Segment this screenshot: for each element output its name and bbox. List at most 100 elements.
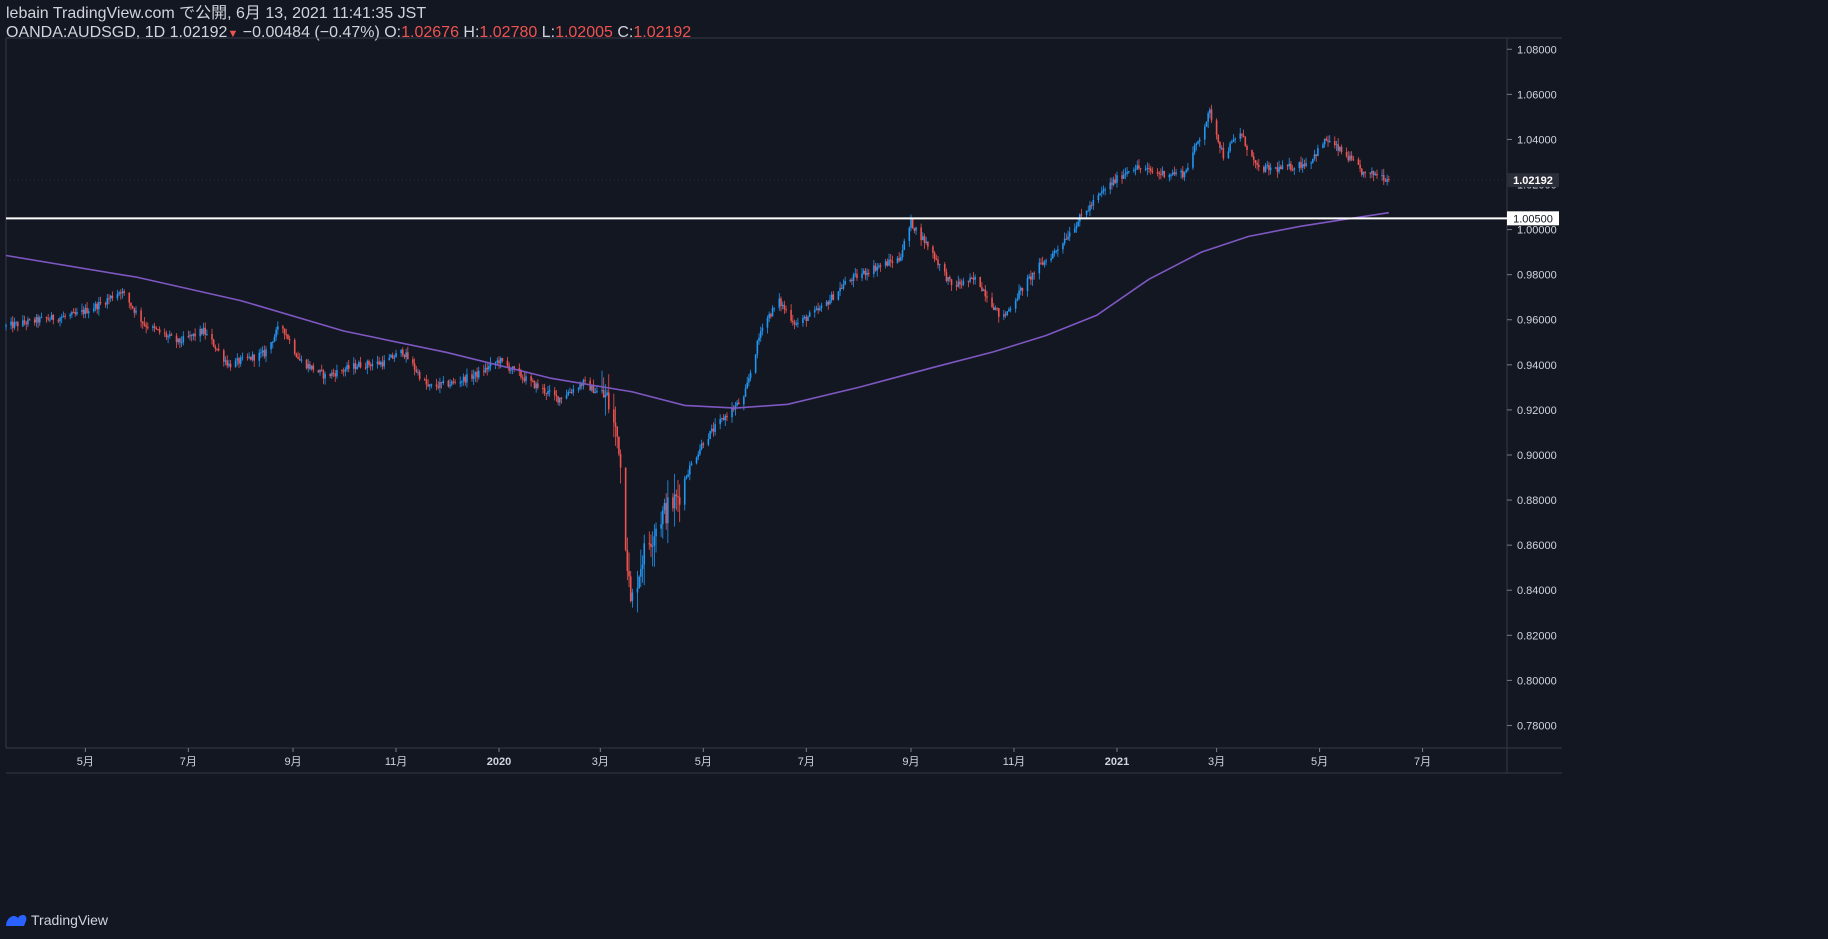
candle-up bbox=[839, 281, 841, 297]
price-tick-label: 0.98000 bbox=[1517, 270, 1557, 282]
candle-down bbox=[309, 360, 311, 371]
candle-body bbox=[1274, 167, 1277, 169]
candle-down bbox=[471, 369, 473, 382]
candle-body bbox=[1239, 133, 1242, 139]
candle-body bbox=[251, 354, 254, 360]
candle-body bbox=[141, 321, 144, 324]
candle-down bbox=[1337, 138, 1339, 156]
candle-down bbox=[104, 301, 107, 308]
candle-down bbox=[378, 356, 380, 366]
candle-down bbox=[498, 356, 500, 369]
candle-body bbox=[1185, 170, 1188, 173]
candle-up bbox=[152, 324, 154, 332]
candle-body bbox=[130, 302, 132, 307]
candle-down bbox=[886, 258, 889, 267]
candle-body bbox=[996, 307, 998, 309]
candle-up bbox=[815, 305, 818, 311]
candle-body bbox=[560, 397, 563, 399]
high-value: 1.02780 bbox=[479, 24, 538, 41]
candle-up bbox=[748, 373, 750, 387]
candle-down bbox=[250, 356, 252, 361]
candle-body bbox=[13, 322, 16, 328]
candle-down bbox=[981, 282, 983, 292]
candle-body bbox=[1323, 138, 1326, 145]
candle-body bbox=[376, 361, 379, 364]
candle-down bbox=[943, 262, 946, 276]
candle-body bbox=[1268, 164, 1270, 171]
time-tick-label: 7月 bbox=[798, 756, 815, 768]
candle-up bbox=[1239, 127, 1242, 142]
time-tick-label: 7月 bbox=[1414, 756, 1431, 768]
candle-down bbox=[531, 378, 534, 383]
candle-body bbox=[224, 360, 227, 362]
candle-up bbox=[808, 310, 811, 318]
candle-body bbox=[672, 497, 674, 509]
candle-body bbox=[1030, 276, 1032, 280]
candle-body bbox=[1146, 167, 1149, 169]
candle-body bbox=[391, 354, 394, 359]
candle-up bbox=[908, 226, 911, 247]
candle-body bbox=[1300, 162, 1302, 168]
candle-body bbox=[901, 250, 904, 258]
candle-up bbox=[689, 461, 691, 481]
candle-body bbox=[277, 326, 279, 330]
candle-down bbox=[483, 364, 485, 377]
candle-down bbox=[108, 294, 110, 305]
candle-down bbox=[991, 292, 993, 309]
candle-body bbox=[287, 334, 289, 340]
candle-down bbox=[613, 393, 615, 438]
candle-body bbox=[584, 379, 586, 381]
candle-body bbox=[260, 352, 262, 354]
candle-down bbox=[672, 493, 674, 512]
candle-down bbox=[401, 347, 404, 358]
candle-body bbox=[369, 364, 372, 367]
candle-body bbox=[683, 478, 686, 505]
candle-body bbox=[891, 261, 894, 263]
candle-body bbox=[749, 372, 752, 379]
candle-down bbox=[329, 373, 331, 379]
candle-body bbox=[510, 369, 512, 371]
candle-body bbox=[1337, 144, 1339, 151]
candle-down bbox=[1149, 165, 1152, 175]
candle-body bbox=[803, 316, 806, 318]
candle-up bbox=[265, 346, 267, 363]
candle-body bbox=[640, 568, 642, 577]
symbol-label[interactable]: OANDA:AUDSGD, 1D bbox=[6, 24, 166, 41]
candle-down bbox=[665, 493, 667, 530]
candle-body bbox=[496, 360, 499, 363]
candle-down bbox=[1090, 201, 1093, 210]
candle-body bbox=[624, 467, 627, 550]
candle-up bbox=[594, 387, 597, 394]
candle-down bbox=[47, 313, 50, 322]
candle-down bbox=[1357, 157, 1360, 165]
candle-down bbox=[1263, 165, 1265, 174]
candle-body bbox=[661, 510, 664, 525]
candle-up bbox=[1062, 242, 1064, 254]
candle-body bbox=[535, 383, 537, 389]
candle-down bbox=[805, 314, 808, 327]
candle-body bbox=[64, 315, 66, 317]
candle-body bbox=[413, 363, 416, 370]
candle-down bbox=[648, 531, 651, 550]
candle-body bbox=[236, 358, 239, 361]
candle-up bbox=[866, 268, 868, 281]
candle-body bbox=[265, 349, 267, 357]
candle-up bbox=[241, 352, 244, 361]
candle-body bbox=[707, 439, 710, 445]
candle-body bbox=[675, 494, 678, 497]
candle-body bbox=[758, 337, 760, 341]
candle-up bbox=[660, 511, 662, 537]
candle-down bbox=[1222, 142, 1225, 161]
price-tick-label: 1.00000 bbox=[1517, 225, 1557, 237]
candle-body bbox=[331, 372, 333, 376]
candle-down bbox=[557, 396, 559, 406]
candle-down bbox=[253, 353, 255, 367]
candle-up bbox=[651, 531, 654, 567]
candle-down bbox=[347, 359, 350, 373]
candle-up bbox=[1133, 167, 1135, 173]
candle-body bbox=[678, 497, 681, 505]
candle-body bbox=[849, 279, 852, 281]
candle-down bbox=[793, 319, 796, 330]
candle-body bbox=[488, 366, 490, 370]
